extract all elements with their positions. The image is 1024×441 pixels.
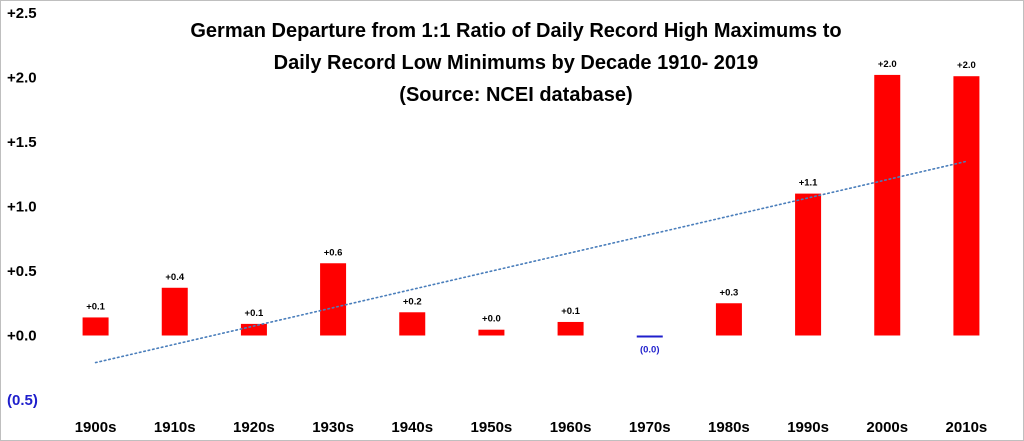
x-tick-label: 1980s [708,419,750,436]
x-tick-label: 1950s [471,419,513,436]
title-line-2: Daily Record Low Minimums by Decade 1910… [274,52,759,74]
bar [557,321,584,336]
bar [399,312,426,336]
y-tick-label: +0.5 [7,263,37,280]
bar [953,76,980,336]
bar [715,303,742,336]
title-line-1: German Departure from 1:1 Ratio of Daily… [190,20,841,42]
y-tick-label: +2.5 [7,5,37,22]
data-label: +0.1 [245,308,264,319]
bar [795,193,822,336]
y-axis: +2.5 +2.0 +1.5 +1.0 +0.5 +0.0 (0.5) [7,5,38,409]
x-tick-label: 1960s [550,419,592,436]
data-label: +2.0 [878,59,897,70]
bar [478,329,505,336]
x-tick-label: 1940s [391,419,433,436]
x-tick-label: 1920s [233,419,275,436]
x-tick-label: 2000s [866,419,908,436]
x-axis: 1900s 1910s 1920s 1930s 1940s 1950s 1960s 1970s… [75,419,988,436]
data-label: +1.1 [799,178,818,189]
bars [82,74,980,338]
data-label: +0.3 [720,287,739,298]
data-label: +0.1 [86,301,105,312]
bar [240,323,267,336]
trendline-group [94,160,968,364]
title-line-3: (Source: NCEI database) [399,84,632,106]
y-tick-label: (0.5) [7,392,38,409]
x-tick-label: 1930s [312,419,354,436]
data-label: (0.0) [640,345,660,356]
y-tick-label: +2.0 [7,70,37,87]
data-label: +0.4 [165,272,184,283]
x-tick-label: 1910s [154,419,196,436]
bar [82,317,109,336]
data-label: +0.6 [324,247,343,258]
x-tick-label: 1990s [787,419,829,436]
data-label: +2.0 [957,60,976,71]
y-tick-label: +1.5 [7,134,37,151]
bar [636,335,663,338]
data-label: +0.2 [403,296,422,307]
chart-title: German Departure from 1:1 Ratio of Daily… [190,20,841,106]
data-labels: +0.1 +0.4 +0.1 +0.6 +0.2 +0.0 +0.1 (0.0) +0.3 +1.… [86,59,976,356]
x-tick-label: 1900s [75,419,117,436]
y-tick-label: +1.0 [7,199,37,216]
x-tick-label: 2010s [946,419,988,436]
y-tick-label: +0.0 [7,328,37,345]
bar [320,263,347,336]
x-tick-label: 1970s [629,419,671,436]
data-label: +0.1 [561,306,580,317]
bar [874,74,901,336]
trendline [94,160,968,364]
bar [161,287,188,336]
data-label: +0.0 [482,314,501,325]
